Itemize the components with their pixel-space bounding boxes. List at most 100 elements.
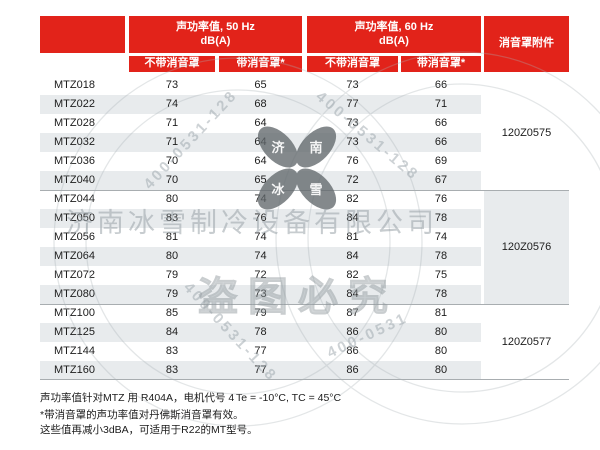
header-60hz-title: 声功率值, 60 Hz <box>354 20 434 33</box>
value-60hz-with-cover: 80 <box>434 364 448 376</box>
header-60hz-unit: dB(A) <box>379 34 409 47</box>
header-50hz-title: 声功率值, 50 Hz <box>176 20 255 33</box>
value-50hz-with-cover: 73 <box>254 288 267 300</box>
value-50hz-with-cover: 79 <box>254 307 267 319</box>
value-50hz-without-cover: 71 <box>165 117 179 129</box>
model-cell: MTZ144 <box>54 345 95 357</box>
group-separator-line <box>40 190 569 191</box>
table-row: MTZ072 79 72 82 75 <box>40 266 481 285</box>
value-60hz-without-cover: 72 <box>346 174 359 186</box>
value-60hz-without-cover: 73 <box>346 117 359 129</box>
subheader-60hz-with-cover: 带消音罩* <box>401 56 481 72</box>
value-60hz-without-cover: 84 <box>346 288 359 300</box>
footnote-line1: 声功率值针对MTZ 用 R404A，电机代号 4 Te = -10°C, TC … <box>40 392 341 405</box>
value-50hz-with-cover: 65 <box>254 174 267 186</box>
value-50hz-without-cover: 80 <box>165 250 179 262</box>
table-bottom-line <box>40 379 569 380</box>
footnote-line3: 这些值再减小3dBA，可适用于R22的MT型号。 <box>40 424 258 436</box>
table-row: MTZ144 83 77 86 80 <box>40 342 481 361</box>
value-60hz-with-cover: 78 <box>434 288 448 300</box>
table-row: MTZ040 70 65 72 67 <box>40 171 481 190</box>
value-60hz-with-cover: 80 <box>434 345 448 357</box>
value-60hz-with-cover: 76 <box>434 193 448 205</box>
table-row: MTZ080 79 73 84 78 <box>40 285 481 304</box>
table-row: MTZ018 73 65 73 66 <box>40 76 481 95</box>
value-50hz-with-cover: 74 <box>254 231 267 243</box>
table-row: MTZ022 74 68 77 71 <box>40 95 481 114</box>
value-50hz-without-cover: 79 <box>165 288 179 300</box>
value-50hz-with-cover: 74 <box>254 193 267 205</box>
value-50hz-without-cover: 81 <box>165 231 179 243</box>
accessory-cell-group3: 120Z0577 <box>501 336 552 348</box>
table-row: MTZ056 81 74 81 74 <box>40 228 481 247</box>
model-cell: MTZ064 <box>54 250 95 262</box>
subheader-60hz-without-cover: 不带消音罩 <box>307 56 398 72</box>
model-cell: MTZ022 <box>54 98 95 110</box>
value-60hz-without-cover: 84 <box>346 250 359 262</box>
header-corner-cell <box>40 16 125 53</box>
table-row: MTZ160 83 77 86 80 <box>40 361 481 380</box>
value-60hz-without-cover: 87 <box>346 307 359 319</box>
value-50hz-without-cover: 71 <box>165 136 179 148</box>
value-60hz-without-cover: 77 <box>346 98 359 110</box>
model-cell: MTZ044 <box>54 193 95 205</box>
value-60hz-with-cover: 66 <box>434 79 448 91</box>
value-60hz-with-cover: 78 <box>434 212 448 224</box>
value-50hz-without-cover: 83 <box>165 345 179 357</box>
value-50hz-with-cover: 64 <box>254 155 267 167</box>
model-cell: MTZ125 <box>54 326 95 338</box>
value-50hz-with-cover: 76 <box>254 212 267 224</box>
value-60hz-with-cover: 81 <box>434 307 448 319</box>
model-cell: MTZ050 <box>54 212 95 224</box>
accessory-cell-group2: 120Z0576 <box>484 190 569 304</box>
model-cell: MTZ040 <box>54 174 95 186</box>
value-50hz-with-cover: 74 <box>254 250 267 262</box>
value-60hz-with-cover: 66 <box>434 117 448 129</box>
model-cell: MTZ072 <box>54 269 95 281</box>
subheader-50hz-without-cover: 不带消音罩 <box>129 56 215 72</box>
table-row: MTZ100 85 79 87 81 <box>40 304 481 323</box>
value-50hz-without-cover: 83 <box>165 364 179 376</box>
model-cell: MTZ100 <box>54 307 95 319</box>
value-50hz-without-cover: 70 <box>165 155 179 167</box>
value-60hz-without-cover: 86 <box>346 326 359 338</box>
table-row: MTZ032 71 64 73 66 <box>40 133 481 152</box>
value-60hz-with-cover: 71 <box>434 98 448 110</box>
value-50hz-with-cover: 77 <box>254 345 267 357</box>
value-60hz-without-cover: 86 <box>346 364 359 376</box>
table-row: MTZ036 70 64 76 69 <box>40 152 481 171</box>
value-50hz-without-cover: 70 <box>165 174 179 186</box>
value-50hz-with-cover: 72 <box>254 269 267 281</box>
value-60hz-without-cover: 73 <box>346 79 359 91</box>
model-cell: MTZ028 <box>54 117 95 129</box>
table-row: MTZ064 80 74 84 78 <box>40 247 481 266</box>
value-50hz-with-cover: 65 <box>254 79 267 91</box>
value-50hz-without-cover: 80 <box>165 193 179 205</box>
value-60hz-with-cover: 67 <box>434 174 448 186</box>
value-60hz-with-cover: 74 <box>434 231 448 243</box>
value-60hz-without-cover: 84 <box>346 212 359 224</box>
footnote-line2: *带消音罩的声功率值对丹佛斯消音罩有效。 <box>40 409 244 421</box>
table-row: MTZ050 83 76 84 78 <box>40 209 481 228</box>
value-50hz-with-cover: 68 <box>254 98 267 110</box>
value-60hz-with-cover: 78 <box>434 250 448 262</box>
header-group-60hz: 声功率值, 60 Hz dB(A) <box>307 16 481 53</box>
table-row: MTZ125 84 78 86 80 <box>40 323 481 342</box>
model-cell: MTZ036 <box>54 155 95 167</box>
header-accessory: 消音罩附件 <box>484 16 569 72</box>
header-group-50hz: 声功率值, 50 Hz dB(A) <box>129 16 302 53</box>
table-row: MTZ044 80 74 82 76 <box>40 190 481 209</box>
value-50hz-with-cover: 77 <box>254 364 267 376</box>
group-separator-line <box>40 304 569 305</box>
value-60hz-without-cover: 82 <box>346 193 359 205</box>
value-50hz-without-cover: 73 <box>165 79 179 91</box>
value-60hz-without-cover: 82 <box>346 269 359 281</box>
value-50hz-with-cover: 64 <box>254 117 267 129</box>
value-50hz-without-cover: 83 <box>165 212 179 224</box>
table-row: MTZ028 71 64 73 66 <box>40 114 481 133</box>
model-cell: MTZ018 <box>54 79 95 91</box>
value-60hz-without-cover: 76 <box>346 155 359 167</box>
value-50hz-without-cover: 79 <box>165 269 179 281</box>
value-50hz-without-cover: 84 <box>165 326 179 338</box>
